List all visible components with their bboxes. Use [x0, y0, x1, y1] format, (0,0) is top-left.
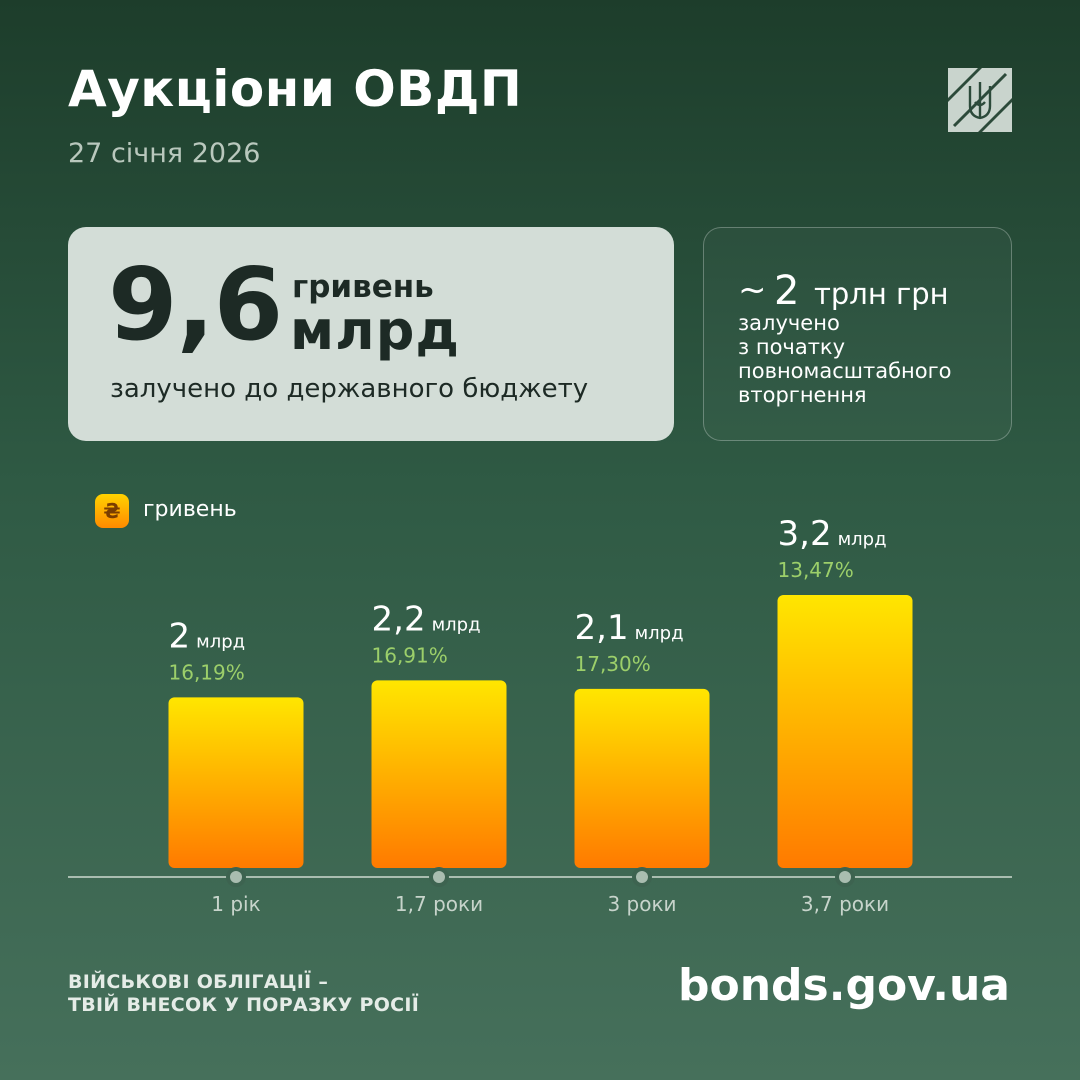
axis-tick-dot [839, 871, 851, 883]
hryvnia-icon: ₴ [95, 494, 129, 528]
x-tick-label: 3 роки [607, 892, 676, 916]
auction-date: 27 січня 2026 [68, 138, 261, 169]
cumulative-caption: залучено з початку повномасштабного втор… [738, 311, 952, 407]
data-label: 2,2 млрд [372, 599, 481, 639]
total-currency: гривень [292, 269, 434, 305]
cumulative-caption-line: залучено [738, 311, 840, 335]
website-link[interactable]: bonds.gov.ua [678, 960, 1010, 1011]
axis-tick-dot [433, 871, 445, 883]
yield-label: 16,19% [169, 660, 245, 684]
approx-sign: ~ [738, 270, 767, 310]
cumulative-caption-line: вторгнення [738, 383, 867, 407]
legend-label: гривень [143, 497, 237, 522]
x-tick-label: 3,7 роки [801, 892, 889, 916]
x-tick-label: 1 рік [211, 892, 260, 916]
bar [371, 680, 507, 868]
axis-tick-dot [636, 871, 648, 883]
data-label: 2 млрд [169, 616, 246, 656]
x-tick-label: 1,7 роки [395, 892, 483, 916]
slogan-line: ВІЙСЬКОВІ ОБЛІГАЦІЇ – [68, 971, 329, 993]
cumulative-unit: трлн грн [814, 277, 949, 311]
trident-logo-icon [948, 68, 1012, 132]
data-label: 2,1 млрд [575, 608, 684, 648]
cumulative-caption-line: повномасштабного [738, 359, 952, 383]
slogan: ВІЙСЬКОВІ ОБЛІГАЦІЇ – ТВІЙ ВНЕСОК У ПОРА… [68, 971, 419, 1017]
bar [168, 697, 304, 868]
bar [574, 688, 710, 868]
cumulative-caption-line: з початку [738, 335, 846, 359]
total-caption: залучено до державного бюджету [110, 374, 589, 404]
total-amount: 9,6 [108, 246, 283, 363]
cumulative-card: ~ 2 трлн грн залучено з початку повномас… [703, 227, 1012, 441]
total-raised-card: 9,6 гривень млрд залучено до державного … [68, 227, 674, 441]
page-title: Аукціони ОВДП [68, 60, 523, 118]
data-label: 3,2 млрд [778, 514, 887, 554]
yield-label: 13,47% [778, 558, 854, 582]
axis-tick-dot [230, 871, 242, 883]
bar [777, 595, 913, 868]
slogan-line: ТВІЙ ВНЕСОК У ПОРАЗКУ РОСІЇ [68, 994, 420, 1016]
yield-label: 16,91% [372, 643, 448, 667]
yield-label: 17,30% [575, 652, 651, 676]
cumulative-amount: 2 [774, 268, 800, 314]
total-unit: млрд [290, 299, 460, 362]
